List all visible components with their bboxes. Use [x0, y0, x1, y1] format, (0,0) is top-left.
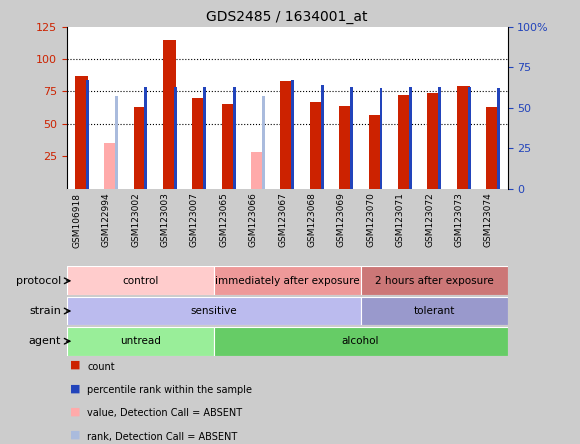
Text: agent: agent	[28, 336, 61, 346]
Text: sensitive: sensitive	[190, 306, 237, 316]
Bar	[104, 143, 117, 189]
Bar	[369, 115, 382, 189]
Text: protocol: protocol	[16, 276, 61, 286]
Bar	[350, 87, 353, 189]
Bar	[86, 80, 89, 189]
Bar	[75, 76, 88, 189]
Text: GSM123067: GSM123067	[278, 193, 287, 247]
Bar	[67, 327, 213, 356]
Text: GSM123072: GSM123072	[425, 193, 434, 247]
Bar	[398, 95, 411, 189]
Bar	[233, 87, 235, 189]
Text: control: control	[122, 276, 158, 286]
Text: count: count	[87, 362, 115, 373]
Bar	[497, 88, 500, 189]
Bar	[361, 266, 508, 295]
Text: GSM123074: GSM123074	[484, 193, 493, 247]
Text: untread: untread	[119, 336, 161, 346]
Bar	[281, 81, 293, 189]
Text: ■: ■	[70, 406, 80, 416]
Text: GSM106918: GSM106918	[72, 193, 81, 248]
Bar	[361, 297, 508, 325]
Text: rank, Detection Call = ABSENT: rank, Detection Call = ABSENT	[87, 432, 237, 442]
Text: percentile rank within the sample: percentile rank within the sample	[87, 385, 252, 396]
Title: GDS2485 / 1634001_at: GDS2485 / 1634001_at	[206, 10, 368, 24]
Text: immediately after exposure: immediately after exposure	[215, 276, 360, 286]
Bar	[339, 106, 353, 189]
Bar	[291, 80, 294, 189]
Text: strain: strain	[29, 306, 61, 316]
Bar	[213, 327, 508, 356]
Text: GSM123066: GSM123066	[249, 193, 258, 247]
Text: GSM123070: GSM123070	[366, 193, 375, 247]
Bar	[133, 107, 147, 189]
Bar	[251, 152, 264, 189]
Text: ■: ■	[70, 383, 80, 393]
Bar	[193, 98, 205, 189]
Bar	[115, 96, 118, 189]
Text: GSM123073: GSM123073	[454, 193, 463, 247]
Text: GSM123003: GSM123003	[161, 193, 169, 247]
Bar	[67, 297, 361, 325]
Bar	[262, 96, 265, 189]
Bar	[144, 87, 147, 189]
Bar	[321, 85, 324, 189]
Text: GSM123069: GSM123069	[337, 193, 346, 247]
Bar	[213, 266, 361, 295]
Text: GSM123071: GSM123071	[396, 193, 405, 247]
Text: GSM123007: GSM123007	[190, 193, 199, 247]
Bar	[438, 87, 441, 189]
Text: GSM122994: GSM122994	[102, 193, 111, 247]
Bar	[203, 87, 206, 189]
Bar	[163, 40, 176, 189]
Bar	[67, 266, 213, 295]
Bar	[310, 102, 323, 189]
Text: GSM123068: GSM123068	[307, 193, 317, 247]
Text: value, Detection Call = ABSENT: value, Detection Call = ABSENT	[87, 408, 242, 419]
Text: tolerant: tolerant	[414, 306, 455, 316]
Text: alcohol: alcohol	[342, 336, 379, 346]
Bar	[467, 87, 470, 189]
Bar	[409, 87, 412, 189]
Bar	[486, 107, 499, 189]
Text: 2 hours after exposure: 2 hours after exposure	[375, 276, 494, 286]
Text: GSM123002: GSM123002	[131, 193, 140, 247]
Bar	[427, 93, 441, 189]
Bar	[379, 88, 382, 189]
Bar	[174, 87, 177, 189]
Bar	[222, 104, 235, 189]
Text: GSM123065: GSM123065	[219, 193, 229, 247]
Text: ■: ■	[70, 429, 80, 440]
Text: ■: ■	[70, 360, 80, 370]
Bar	[457, 86, 470, 189]
